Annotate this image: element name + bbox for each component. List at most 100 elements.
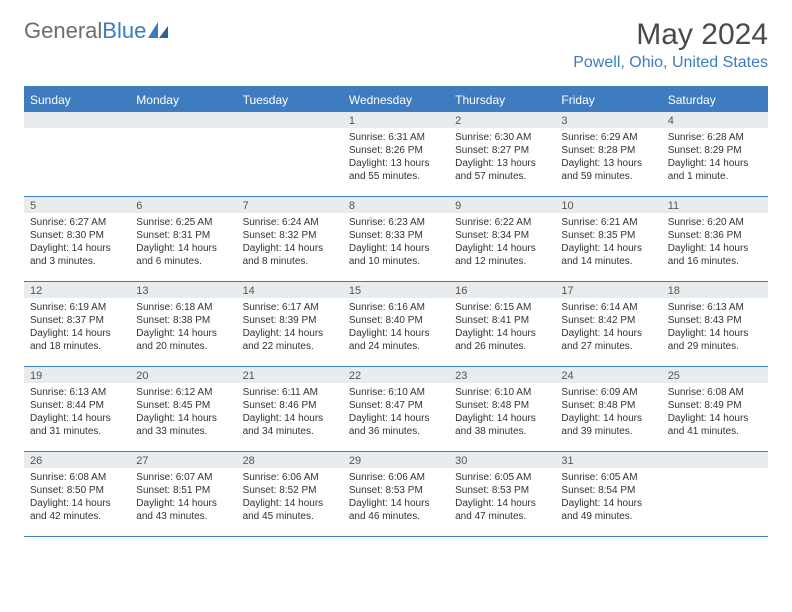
day-number: 12 [24,282,130,298]
daylight-text: Daylight: 14 hours and 20 minutes. [136,327,230,353]
calendar-cell [662,452,768,536]
sunrise-text: Sunrise: 6:10 AM [455,386,549,399]
sunset-text: Sunset: 8:36 PM [668,229,762,242]
daylight-text: Daylight: 14 hours and 45 minutes. [243,497,337,523]
sunset-text: Sunset: 8:54 PM [561,484,655,497]
sunrise-text: Sunrise: 6:12 AM [136,386,230,399]
day-number: 7 [237,197,343,213]
sunrise-text: Sunrise: 6:25 AM [136,216,230,229]
sunrise-text: Sunrise: 6:21 AM [561,216,655,229]
calendar-cell: 8Sunrise: 6:23 AMSunset: 8:33 PMDaylight… [343,197,449,281]
daylight-text: Daylight: 14 hours and 14 minutes. [561,242,655,268]
sunset-text: Sunset: 8:38 PM [136,314,230,327]
calendar-cell: 23Sunrise: 6:10 AMSunset: 8:48 PMDayligh… [449,367,555,451]
calendar-cell: 13 Sunrise: 6:18 AMSunset: 8:38 PMDayligh… [130,282,236,366]
calendar-cell: 1Sunrise: 6:31 AMSunset: 8:26 PMDaylight… [343,112,449,196]
daylight-text: Daylight: 14 hours and 10 minutes. [349,242,443,268]
cell-body: Sunrise: 6:21 AMSunset: 8:35 PMDaylight:… [555,213,661,274]
cell-body: Sunrise: 6:05 AMSunset: 8:54 PMDaylight:… [555,468,661,529]
day-number: 26 [24,452,130,468]
calendar-cell: 30Sunrise: 6:05 AMSunset: 8:53 PMDayligh… [449,452,555,536]
calendar-cell: 11 Sunrise: 6:20 AMSunset: 8:36 PMDayligh… [662,197,768,281]
calendar-cell: 31Sunrise: 6:05 AMSunset: 8:54 PMDayligh… [555,452,661,536]
cell-body: Sunrise: 6:16 AMSunset: 8:40 PMDaylight:… [343,298,449,359]
daylight-text: Daylight: 14 hours and 36 minutes. [349,412,443,438]
day-header-mon: Monday [130,88,236,112]
sunset-text: Sunset: 8:51 PM [136,484,230,497]
daylight-text: Daylight: 14 hours and 38 minutes. [455,412,549,438]
day-number: 28 [237,452,343,468]
sunset-text: Sunset: 8:50 PM [30,484,124,497]
calendar-cell: 22Sunrise: 6:10 AMSunset: 8:47 PMDayligh… [343,367,449,451]
day-number: 2 [449,112,555,128]
day-number: 4 [662,112,768,128]
day-number [662,452,768,468]
cell-body: Sunrise: 6:24 AMSunset: 8:32 PMDaylight:… [237,213,343,274]
sunrise-text: Sunrise: 6:09 AM [561,386,655,399]
calendar-cell: 15Sunrise: 6:16 AMSunset: 8:40 PMDayligh… [343,282,449,366]
calendar-cell: 2Sunrise: 6:30 AMSunset: 8:27 PMDaylight… [449,112,555,196]
weeks-container: 1Sunrise: 6:31 AMSunset: 8:26 PMDaylight… [24,112,768,537]
day-number: 30 [449,452,555,468]
daylight-text: Daylight: 13 hours and 55 minutes. [349,157,443,183]
daylight-text: Daylight: 13 hours and 59 minutes. [561,157,655,183]
calendar-cell: 25Sunrise: 6:08 AMSunset: 8:49 PMDayligh… [662,367,768,451]
day-number: 11 [662,197,768,213]
day-number [24,112,130,128]
cell-body: Sunrise: 6:25 AMSunset: 8:31 PMDaylight:… [130,213,236,274]
week-row: 19Sunrise: 6:13 AMSunset: 8:44 PMDayligh… [24,367,768,452]
location: Powell, Ohio, United States [573,54,768,72]
day-number: 10 [555,197,661,213]
sunrise-text: Sunrise: 6:05 AM [455,471,549,484]
day-number: 9 [449,197,555,213]
day-number: 3 [555,112,661,128]
daylight-text: Daylight: 14 hours and 8 minutes. [243,242,337,268]
cell-body: Sunrise: 6:17 AMSunset: 8:39 PMDaylight:… [237,298,343,359]
sunset-text: Sunset: 8:35 PM [561,229,655,242]
daylight-text: Daylight: 14 hours and 47 minutes. [455,497,549,523]
sunrise-text: Sunrise: 6:10 AM [349,386,443,399]
sunset-text: Sunset: 8:52 PM [243,484,337,497]
calendar-cell: 29Sunrise: 6:06 AMSunset: 8:53 PMDayligh… [343,452,449,536]
daylight-text: Daylight: 14 hours and 39 minutes. [561,412,655,438]
sunrise-text: Sunrise: 6:14 AM [561,301,655,314]
sunrise-text: Sunrise: 6:16 AM [349,301,443,314]
sunrise-text: Sunrise: 6:15 AM [455,301,549,314]
day-header-sun: Sunday [24,88,130,112]
daylight-text: Daylight: 14 hours and 16 minutes. [668,242,762,268]
sunset-text: Sunset: 8:40 PM [349,314,443,327]
cell-body: Sunrise: 6:13 AMSunset: 8:44 PMDaylight:… [24,383,130,444]
sunset-text: Sunset: 8:28 PM [561,144,655,157]
sunset-text: Sunset: 8:30 PM [30,229,124,242]
cell-body: Sunrise: 6:28 AMSunset: 8:29 PMDaylight:… [662,128,768,189]
sunset-text: Sunset: 8:43 PM [668,314,762,327]
sunrise-text: Sunrise: 6:19 AM [30,301,124,314]
cell-body: Sunrise: 6:22 AMSunset: 8:34 PMDaylight:… [449,213,555,274]
day-number: 1 [343,112,449,128]
daylight-text: Daylight: 13 hours and 57 minutes. [455,157,549,183]
daylight-text: Daylight: 14 hours and 1 minute. [668,157,762,183]
cell-body: Sunrise: 6:13 AMSunset: 8:43 PMDaylight:… [662,298,768,359]
cell-body: Sunrise: 6:15 AMSunset: 8:41 PMDaylight:… [449,298,555,359]
daylight-text: Daylight: 14 hours and 33 minutes. [136,412,230,438]
sunrise-text: Sunrise: 6:20 AM [668,216,762,229]
calendar-cell: 14Sunrise: 6:17 AMSunset: 8:39 PMDayligh… [237,282,343,366]
sunset-text: Sunset: 8:32 PM [243,229,337,242]
week-row: 1Sunrise: 6:31 AMSunset: 8:26 PMDaylight… [24,112,768,197]
sunset-text: Sunset: 8:41 PM [455,314,549,327]
sunset-text: Sunset: 8:49 PM [668,399,762,412]
daylight-text: Daylight: 14 hours and 12 minutes. [455,242,549,268]
month-title: May 2024 [573,18,768,52]
cell-body: Sunrise: 6:31 AMSunset: 8:26 PMDaylight:… [343,128,449,189]
day-number: 13 [130,282,236,298]
sunset-text: Sunset: 8:34 PM [455,229,549,242]
calendar-cell: 7Sunrise: 6:24 AMSunset: 8:32 PMDaylight… [237,197,343,281]
daylight-text: Daylight: 14 hours and 42 minutes. [30,497,124,523]
week-row: 26Sunrise: 6:08 AMSunset: 8:50 PMDayligh… [24,452,768,537]
cell-body: Sunrise: 6:11 AMSunset: 8:46 PMDaylight:… [237,383,343,444]
cell-body: Sunrise: 6:10 AMSunset: 8:47 PMDaylight:… [343,383,449,444]
sunrise-text: Sunrise: 6:18 AM [136,301,230,314]
day-header-sat: Saturday [662,88,768,112]
day-number: 6 [130,197,236,213]
sunrise-text: Sunrise: 6:13 AM [668,301,762,314]
